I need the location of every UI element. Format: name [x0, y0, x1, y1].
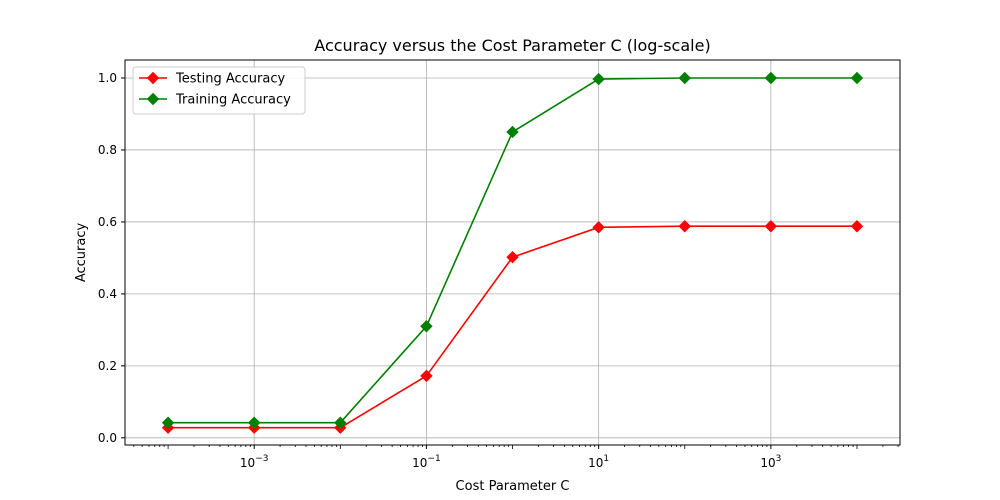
data-point	[850, 220, 864, 233]
y-axis-ticks: 0.0 0.2 0.4 0.6 0.8 1.0	[98, 71, 125, 445]
legend-label: Training Accuracy	[175, 93, 291, 108]
chart-title: Accuracy versus the Cost Parameter C (lo…	[314, 36, 710, 55]
data-point	[678, 71, 691, 85]
y-tick-label: 0.4	[98, 287, 117, 301]
y-tick-label: 0.6	[98, 215, 117, 229]
legend: Testing Accuracy Training Accuracy	[132, 66, 306, 115]
x-tick-label: 10−3	[240, 454, 269, 470]
data-point	[161, 416, 175, 429]
data-point	[247, 416, 261, 429]
y-tick-label: 0.2	[98, 359, 117, 373]
legend-box	[132, 66, 306, 115]
series-layer	[161, 71, 864, 434]
data-point	[850, 71, 864, 85]
x-axis-label: Cost Parameter C	[456, 479, 570, 494]
y-axis-label: Accuracy	[74, 223, 89, 283]
y-tick-label: 0.0	[98, 431, 117, 445]
data-point	[506, 125, 519, 139]
data-point	[592, 72, 605, 86]
legend-item: Testing Accuracy	[139, 72, 285, 87]
legend-marker	[146, 71, 160, 85]
data-point	[764, 71, 778, 85]
x-tick-label: 101	[588, 454, 609, 470]
series-testing-accuracy	[161, 220, 864, 434]
legend-item: Training Accuracy	[139, 93, 291, 108]
data-point	[420, 369, 433, 383]
data-point	[334, 416, 347, 429]
x-tick-label: 10−1	[412, 454, 441, 470]
series-training-accuracy	[161, 71, 864, 429]
y-tick-label: 1.0	[98, 71, 117, 85]
legend-label: Testing Accuracy	[175, 72, 285, 87]
data-point	[678, 220, 691, 233]
x-tick-label: 103	[760, 454, 781, 470]
data-point	[420, 320, 433, 333]
x-axis-ticks: 10−3 10−1 101 103	[133, 445, 899, 470]
data-point	[592, 221, 605, 234]
data-point	[506, 250, 519, 264]
data-point	[764, 220, 778, 233]
legend-marker	[146, 92, 160, 106]
y-tick-label: 0.8	[98, 143, 117, 157]
